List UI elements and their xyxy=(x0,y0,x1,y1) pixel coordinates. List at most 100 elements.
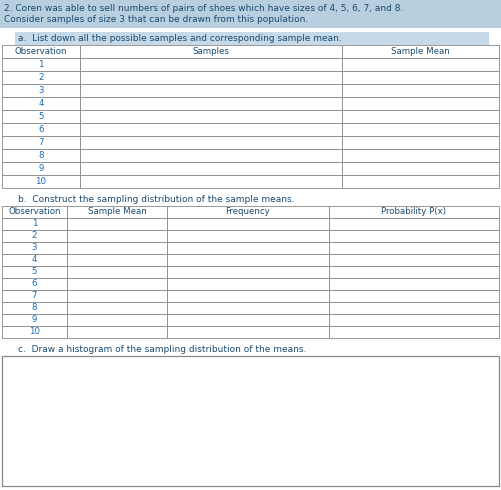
Text: 1: 1 xyxy=(32,220,37,228)
Bar xyxy=(342,123,499,136)
Bar xyxy=(2,278,67,290)
Bar xyxy=(80,149,342,162)
Text: Samples: Samples xyxy=(192,47,229,56)
Text: 7: 7 xyxy=(32,292,37,300)
Bar xyxy=(80,162,342,175)
Text: Observation: Observation xyxy=(8,207,61,217)
Text: 5: 5 xyxy=(32,268,37,276)
Bar xyxy=(329,326,499,338)
Bar xyxy=(2,84,80,97)
Bar xyxy=(2,206,67,218)
Bar xyxy=(167,206,329,218)
Bar xyxy=(2,97,80,110)
Bar xyxy=(2,110,80,123)
Bar xyxy=(67,266,167,278)
Bar xyxy=(329,266,499,278)
Bar xyxy=(80,84,342,97)
Bar xyxy=(167,302,329,314)
Bar xyxy=(2,302,67,314)
Bar xyxy=(2,290,67,302)
Bar xyxy=(329,230,499,242)
Bar xyxy=(2,356,499,486)
Bar xyxy=(80,58,342,71)
Bar xyxy=(2,162,80,175)
Bar xyxy=(80,175,342,188)
Text: 6: 6 xyxy=(32,279,37,289)
Bar xyxy=(342,136,499,149)
Bar xyxy=(15,32,489,45)
Bar xyxy=(67,254,167,266)
Bar xyxy=(80,97,342,110)
Bar xyxy=(67,326,167,338)
Text: Sample Mean: Sample Mean xyxy=(391,47,450,56)
Text: 2. Coren was able to sell numbers of pairs of shoes which have sizes of 4, 5, 6,: 2. Coren was able to sell numbers of pai… xyxy=(4,4,403,13)
Text: 9: 9 xyxy=(38,164,44,173)
Bar xyxy=(167,278,329,290)
Bar xyxy=(342,84,499,97)
Text: 1: 1 xyxy=(38,60,44,69)
Bar xyxy=(329,242,499,254)
Bar xyxy=(2,218,67,230)
Bar xyxy=(2,266,67,278)
Bar xyxy=(67,206,167,218)
Bar xyxy=(2,71,80,84)
Bar xyxy=(67,218,167,230)
Bar xyxy=(67,242,167,254)
Bar xyxy=(342,162,499,175)
Bar xyxy=(329,206,499,218)
Bar xyxy=(2,254,67,266)
Bar xyxy=(80,110,342,123)
Text: 2: 2 xyxy=(32,231,37,241)
Text: 4: 4 xyxy=(38,99,44,108)
Bar xyxy=(342,71,499,84)
Bar xyxy=(167,266,329,278)
Text: a.  List down all the possible samples and corresponding sample mean.: a. List down all the possible samples an… xyxy=(18,34,342,43)
Bar xyxy=(80,71,342,84)
Text: 10: 10 xyxy=(29,327,40,337)
Text: 8: 8 xyxy=(32,303,37,313)
Bar xyxy=(2,58,80,71)
Text: c.  Draw a histogram of the sampling distribution of the means.: c. Draw a histogram of the sampling dist… xyxy=(18,345,307,354)
Text: 8: 8 xyxy=(38,151,44,160)
Bar xyxy=(67,314,167,326)
Bar xyxy=(2,326,67,338)
Bar xyxy=(329,218,499,230)
Bar xyxy=(167,218,329,230)
Bar xyxy=(167,230,329,242)
Text: 6: 6 xyxy=(38,125,44,134)
Bar xyxy=(342,175,499,188)
Bar xyxy=(329,254,499,266)
Text: 4: 4 xyxy=(32,255,37,265)
Text: Frequency: Frequency xyxy=(225,207,271,217)
Bar xyxy=(342,97,499,110)
Bar xyxy=(2,314,67,326)
Bar xyxy=(67,290,167,302)
Text: Probability P(x): Probability P(x) xyxy=(381,207,446,217)
Bar xyxy=(167,254,329,266)
Text: Consider samples of size 3 that can be drawn from this population.: Consider samples of size 3 that can be d… xyxy=(4,15,308,24)
Bar xyxy=(329,314,499,326)
Bar xyxy=(2,136,80,149)
Bar xyxy=(329,290,499,302)
Text: 3: 3 xyxy=(32,244,37,252)
Text: 3: 3 xyxy=(38,86,44,95)
Text: 7: 7 xyxy=(38,138,44,147)
Bar xyxy=(2,175,80,188)
Bar xyxy=(67,230,167,242)
Bar xyxy=(2,230,67,242)
Text: 5: 5 xyxy=(38,112,44,121)
Bar xyxy=(67,302,167,314)
Bar xyxy=(0,0,501,28)
Bar xyxy=(167,290,329,302)
Text: Observation: Observation xyxy=(15,47,67,56)
Bar xyxy=(80,45,342,58)
Bar xyxy=(80,136,342,149)
Bar xyxy=(2,149,80,162)
Text: 10: 10 xyxy=(36,177,47,186)
Bar xyxy=(67,278,167,290)
Text: Sample Mean: Sample Mean xyxy=(88,207,146,217)
Bar xyxy=(167,242,329,254)
Text: b.  Construct the sampling distribution of the sample means.: b. Construct the sampling distribution o… xyxy=(18,195,295,204)
Bar xyxy=(167,326,329,338)
Bar xyxy=(2,123,80,136)
